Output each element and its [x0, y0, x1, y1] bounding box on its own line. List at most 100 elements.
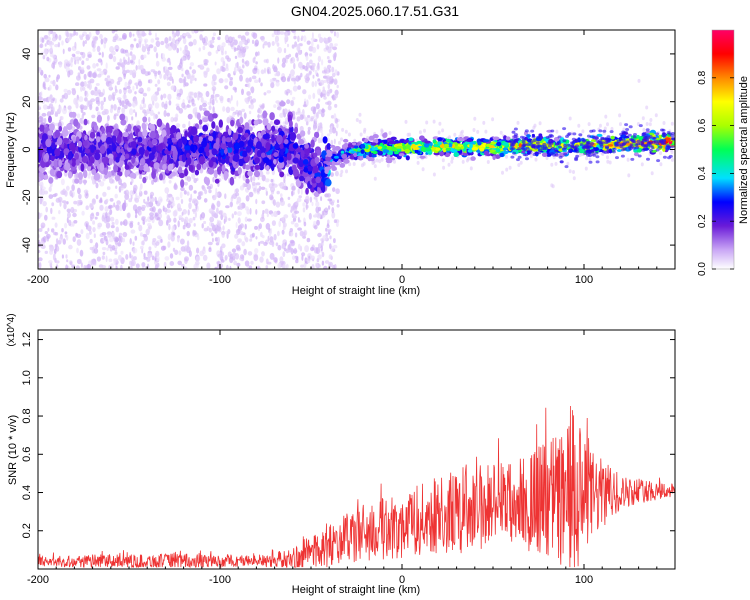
spectrogram-cell	[229, 265, 232, 269]
spectrogram-cell	[545, 156, 549, 160]
spectrogram-cell	[311, 201, 314, 207]
spectrogram-cell	[138, 58, 141, 66]
spectrogram-cell	[101, 247, 107, 251]
spectrogram-cell	[205, 151, 210, 157]
spectrogram-cell	[175, 103, 180, 107]
spectrogram-cell	[404, 119, 408, 124]
spectrogram-cell	[186, 72, 191, 80]
spectrogram-cell	[207, 167, 215, 175]
spectrogram-cell	[118, 232, 123, 236]
spectrogram-cell	[114, 204, 120, 209]
spectrogram-cell	[51, 216, 56, 220]
spectrogram-cell	[87, 120, 90, 125]
spectrogram-cell	[313, 196, 318, 200]
spectrogram-cell	[538, 121, 542, 126]
spectrogram-cell	[243, 112, 247, 119]
spectrogram-cell	[90, 98, 96, 103]
spectrogram-cell	[216, 166, 222, 175]
spectrogram-cell	[139, 211, 142, 216]
spectrogram-cell	[116, 146, 121, 154]
spectrogram-cell	[124, 98, 129, 105]
spectrogram-cell	[305, 187, 309, 195]
spectrogram-cell	[201, 140, 208, 148]
spectrogram-cell	[138, 87, 143, 93]
spectrogram-cell	[307, 129, 311, 135]
spectrogram-cell	[322, 86, 325, 92]
spectrogram-cell	[278, 160, 285, 169]
spectrogram-cell	[148, 116, 151, 123]
spectrogram-cell	[75, 98, 79, 105]
spectrogram-cell	[207, 241, 213, 246]
spectrogram-cell	[127, 212, 131, 219]
spectrogram-cell	[150, 38, 155, 43]
spectrogram-cell	[309, 53, 313, 57]
spectrogram-cell	[67, 212, 71, 219]
spectrogram-cell	[99, 174, 103, 180]
spectrogram-cell	[281, 62, 286, 68]
spectrogram-cell	[331, 207, 335, 214]
spectrogram-cell	[134, 82, 140, 86]
spectrogram-cell	[45, 35, 49, 39]
spectrogram-cell	[219, 95, 224, 102]
spectrogram-cell	[261, 103, 265, 110]
spectrogram-cell	[317, 98, 321, 103]
spectrogram-cell	[277, 244, 282, 251]
spectrogram-cell	[140, 232, 143, 237]
spectrogram-cell	[258, 241, 261, 247]
spectrogram-cell	[550, 162, 554, 167]
spectrogram-cell	[505, 154, 508, 159]
spectrogram-cell	[132, 103, 135, 107]
spectrogram-cell	[275, 242, 279, 247]
spectrogram-cell	[246, 183, 251, 191]
spectrogram-cell	[46, 111, 52, 117]
spectrogram-cell	[135, 209, 139, 214]
spectrogram-cell	[316, 44, 320, 50]
spectrogram-cell	[83, 189, 89, 194]
spectrogram-cell	[217, 253, 222, 258]
spectrogram-cell	[130, 229, 136, 234]
spectrogram-cell	[461, 134, 464, 139]
spectrogram-cell	[292, 143, 299, 149]
spectrogram-cell	[308, 94, 312, 100]
spectrogram-cell	[311, 46, 317, 54]
spectrogram-cell	[423, 128, 426, 133]
spectrogram-cell	[202, 186, 206, 191]
spectrogram-cell	[303, 262, 307, 269]
spectrogram-cell	[380, 157, 384, 162]
spectrogram-cell	[353, 138, 357, 143]
spectrogram-cell	[47, 96, 52, 102]
spectrogram-cell	[188, 217, 193, 224]
spectrogram-cell	[51, 36, 57, 42]
spectrogram-cell	[572, 176, 576, 181]
spectrogram-cell	[253, 119, 259, 126]
spectrogram-cell	[266, 58, 269, 64]
spectrogram-cell	[130, 259, 136, 267]
spectrogram-cell	[233, 66, 237, 74]
spectrogram-cell	[170, 137, 178, 143]
spectrogram-cell	[151, 170, 157, 180]
spectrogram-cell	[132, 85, 135, 91]
spectrogram-cell	[329, 129, 333, 135]
spectrogram-cell	[137, 221, 140, 226]
spectrogram-cell	[186, 104, 191, 108]
spectrogram-cell	[265, 142, 271, 151]
spectrogram-cell	[193, 177, 197, 184]
spectrogram-cell	[58, 159, 62, 168]
spectrogram-cell	[48, 123, 55, 131]
spectrogram-cell	[184, 245, 189, 252]
spectrogram-cell	[297, 43, 300, 51]
spectrogram-cell	[301, 255, 304, 261]
spectrogram-cell	[226, 264, 229, 269]
spectrogram-cell	[352, 162, 356, 166]
spectrogram-cell	[280, 200, 285, 206]
spectrogram-cell	[284, 90, 287, 95]
spectrogram-cell	[103, 37, 108, 44]
spectrogram-cell	[64, 234, 67, 238]
spectrogram-cell	[171, 202, 176, 207]
spectrogram-cell	[649, 118, 653, 122]
spectrogram-cell	[303, 221, 307, 227]
spectrogram-cell	[167, 164, 173, 172]
spectrogram-cell	[340, 137, 343, 142]
spectrogram-cell	[128, 31, 132, 38]
spectrogram-cell	[199, 64, 204, 69]
